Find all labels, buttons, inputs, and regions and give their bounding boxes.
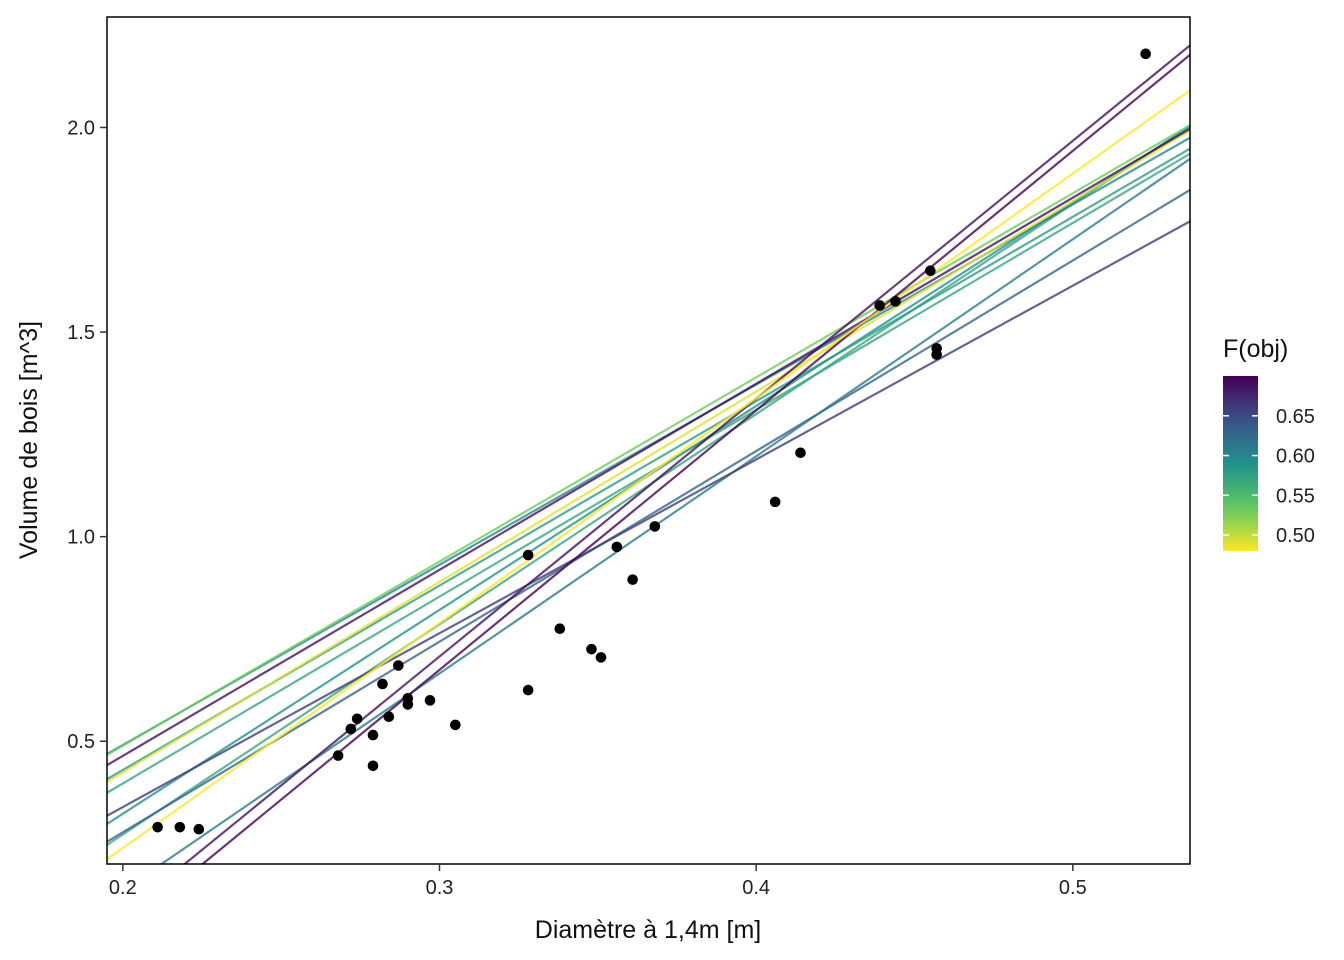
data-point-8 (367, 760, 379, 772)
y-tick-label: 2.0 (67, 117, 95, 139)
x-axis-title: Diamètre à 1,4m [m] (535, 916, 761, 944)
data-point-27 (890, 296, 901, 307)
fit-line-9 (107, 220, 1190, 817)
colorbar-ticks: 0.50 0.55 0.60 0.65 (1223, 406, 1315, 547)
data-point-13 (402, 699, 414, 710)
fit-line-14 (107, 89, 1190, 861)
data-point-7 (367, 729, 379, 741)
data-point-5 (345, 723, 357, 735)
data-point-22 (627, 574, 638, 585)
colorbar-tick-label: 0.60 (1276, 446, 1315, 468)
y-tick-label: 1.0 (67, 527, 95, 549)
data-point-21 (611, 541, 623, 553)
legend-title: F(obj) (1223, 335, 1288, 363)
data-point-31 (1140, 48, 1151, 60)
x-tick-label: 0.3 (426, 877, 454, 899)
data-point-4 (332, 750, 344, 761)
fit-lines (107, 44, 1190, 864)
colorbar-tick-label: 0.55 (1276, 485, 1315, 507)
x-tick-label: 0.4 (742, 877, 770, 899)
data-point-28 (925, 265, 936, 276)
data-point-14 (424, 695, 436, 706)
data-point-11 (393, 660, 404, 671)
fit-line-10 (107, 129, 1190, 783)
plot-panel-border (106, 16, 1191, 865)
fit-line-5 (107, 124, 1190, 756)
data-point-3 (193, 823, 205, 835)
data-point-26 (874, 300, 885, 311)
fit-line-11 (107, 127, 1190, 767)
data-point-19 (586, 643, 597, 655)
y-axis: 0.5 1.0 1.5 2.0 (67, 117, 107, 753)
data-point-1 (152, 821, 163, 833)
fit-line-12 (200, 53, 1190, 864)
fit-line-13 (182, 44, 1190, 864)
x-tick-label: 0.2 (109, 877, 137, 899)
data-point-6 (351, 713, 363, 725)
y-axis-title: Volume de bois [m^3] (15, 321, 43, 559)
data-point-23 (649, 521, 661, 532)
x-tick-label: 0.5 (1059, 877, 1087, 899)
data-point-9 (377, 678, 388, 690)
colorbar-tick-label: 0.65 (1276, 406, 1315, 428)
data-point-16 (522, 549, 534, 561)
data-point-25 (795, 447, 806, 459)
y-tick-label: 0.5 (67, 731, 95, 753)
data-point-20 (595, 652, 607, 663)
fit-line-6 (107, 152, 1190, 794)
data-points (152, 48, 1151, 835)
colorbar-legend: F(obj) 0.50 0.55 0.60 0.65 (1223, 335, 1315, 551)
data-point-17 (522, 684, 534, 696)
y-tick-label: 1.5 (67, 322, 95, 344)
x-axis: 0.2 0.3 0.4 0.5 (109, 864, 1087, 899)
data-point-24 (769, 496, 781, 508)
data-point-30 (931, 349, 942, 360)
fit-line-7 (107, 188, 1190, 843)
colorbar-gradient (1223, 376, 1258, 551)
data-point-18 (554, 623, 566, 635)
colorbar-tick-label: 0.50 (1276, 525, 1315, 547)
data-point-10 (383, 711, 395, 722)
data-point-2 (174, 821, 186, 833)
fit-line-8 (159, 158, 1190, 864)
data-point-15 (450, 719, 461, 731)
